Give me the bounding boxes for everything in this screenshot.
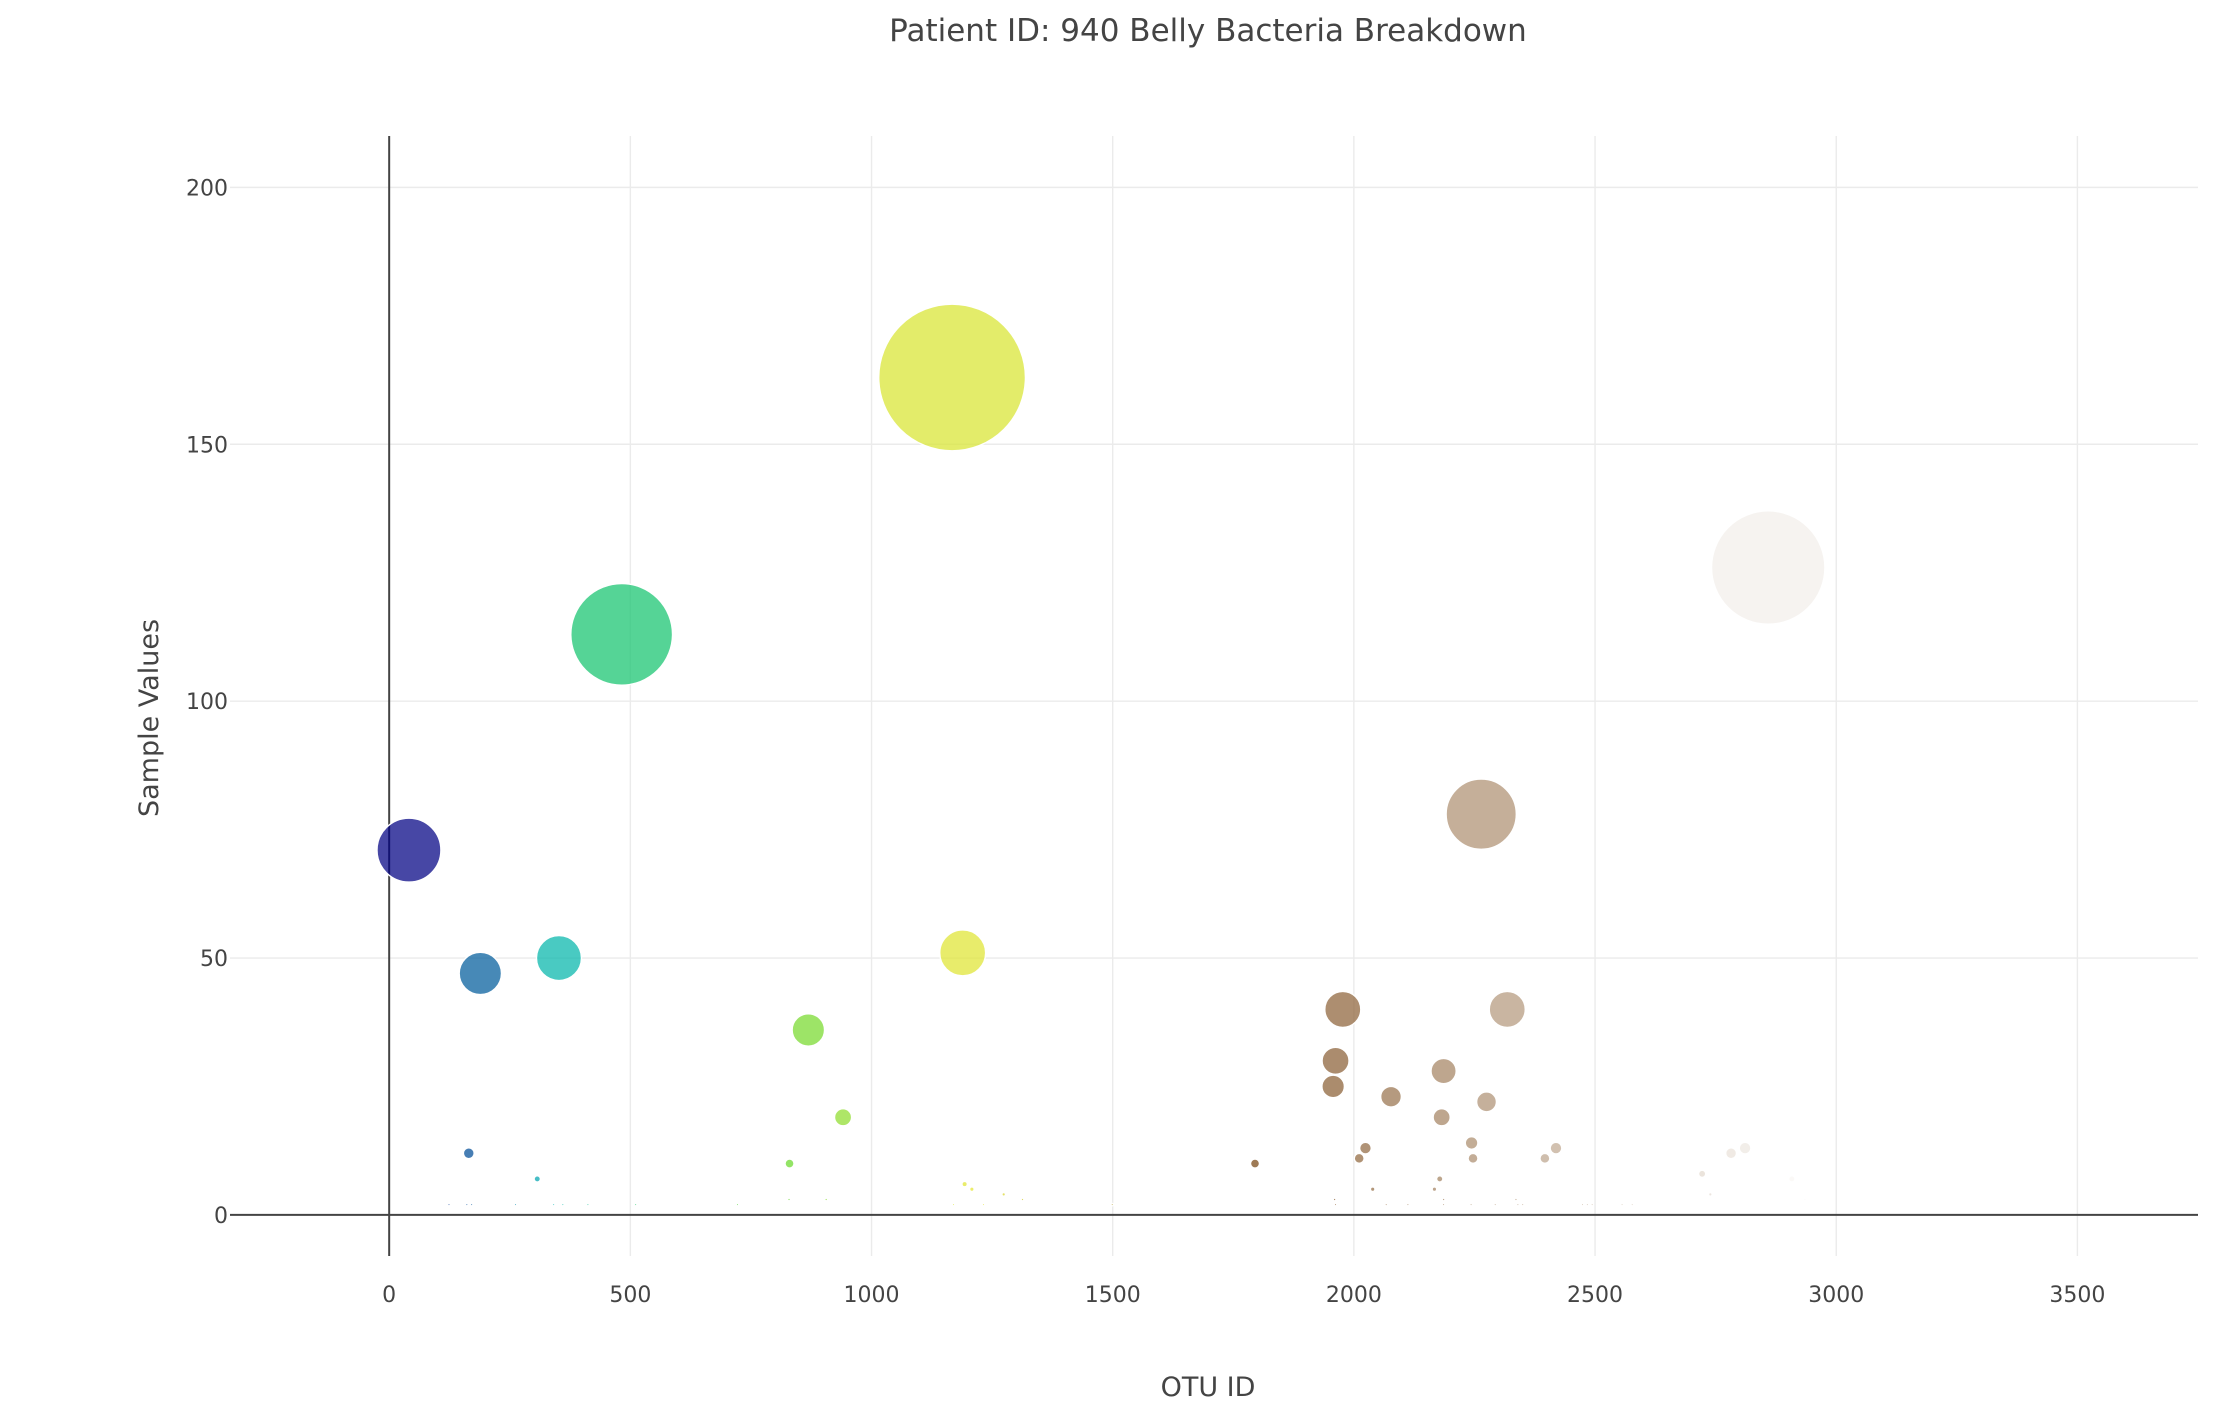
bubble-point[interactable] (376, 817, 442, 883)
zero-lines (230, 136, 2198, 1256)
bubble-point[interactable] (1001, 1191, 1007, 1197)
bubble-point[interactable] (1353, 1152, 1365, 1165)
bubble-point[interactable] (1432, 1108, 1451, 1127)
y-tick-label: 50 (200, 947, 228, 972)
bubble-point[interactable] (1697, 1169, 1707, 1179)
bubble-point[interactable] (1513, 1197, 1519, 1202)
bubble-point[interactable] (961, 1180, 969, 1188)
bubble-point[interactable] (1321, 1074, 1346, 1099)
chart-title: Patient ID: 940 Belly Bacteria Breakdown (889, 13, 1527, 49)
bubble-point[interactable] (735, 1202, 740, 1207)
bubble-point[interactable] (1467, 1152, 1479, 1165)
bubble-point[interactable] (1724, 1147, 1738, 1160)
bubble-point[interactable] (633, 1202, 638, 1207)
bubble-point[interactable] (1520, 1202, 1525, 1207)
bubble-point[interactable] (1475, 1091, 1498, 1113)
bubble-point[interactable] (1590, 1202, 1595, 1207)
y-tick-label: 200 (186, 176, 228, 201)
bubble-point[interactable] (1249, 1158, 1261, 1169)
y-tick-label: 100 (186, 690, 228, 715)
bubble-point[interactable] (1369, 1186, 1376, 1193)
bubble-point[interactable] (951, 1202, 956, 1207)
bubble-point[interactable] (1110, 1202, 1115, 1207)
grid-layer (230, 136, 2198, 1256)
bubble-point[interactable] (1435, 1175, 1444, 1183)
bubble-point[interactable] (1710, 510, 1826, 625)
bubble-point[interactable] (833, 1108, 853, 1127)
bubble-point[interactable] (458, 951, 503, 996)
bubble-point[interactable] (1332, 1197, 1337, 1202)
bubble-point[interactable] (1515, 1202, 1520, 1207)
bubble-point[interactable] (1469, 1202, 1473, 1207)
bubble-point[interactable] (1384, 1202, 1389, 1207)
bubble-point[interactable] (1585, 1202, 1590, 1207)
bubble-point[interactable] (551, 1202, 556, 1207)
bubble-point[interactable] (1464, 1135, 1479, 1150)
bubble-point[interactable] (1441, 1202, 1446, 1207)
bubble-point[interactable] (1020, 1197, 1025, 1202)
bubble-point[interactable] (1441, 1197, 1446, 1202)
bubble-point[interactable] (981, 1202, 986, 1207)
bubble-point[interactable] (1324, 990, 1362, 1029)
bubble-point[interactable] (513, 1202, 518, 1207)
bubble-point[interactable] (784, 1158, 795, 1169)
bubble-point[interactable] (1488, 990, 1526, 1029)
bubble-layer (376, 303, 1826, 1207)
bubble-point[interactable] (1430, 1057, 1457, 1085)
bubble-point[interactable] (1333, 1202, 1338, 1207)
bubble-point[interactable] (586, 1202, 590, 1207)
bubble-point[interactable] (968, 1186, 975, 1193)
y-axis-title: Sample Values (134, 619, 165, 817)
x-tick-label: 1500 (1085, 1283, 1141, 1308)
bubble-point[interactable] (1802, 1197, 1807, 1202)
bubble-point[interactable] (1620, 1202, 1624, 1207)
bubble-point[interactable] (1321, 1046, 1350, 1075)
x-tick-label: 3500 (2049, 1283, 2105, 1308)
bubble-point[interactable] (1406, 1202, 1410, 1207)
x-tick-label: 500 (609, 1283, 651, 1308)
x-axis-title: OTU ID (1161, 1372, 1256, 1403)
x-tick-label: 3000 (1808, 1283, 1864, 1308)
bubble-point[interactable] (1738, 1141, 1752, 1155)
y-tick-label: 0 (214, 1204, 228, 1229)
bubble-point[interactable] (447, 1202, 451, 1207)
bubble-point[interactable] (1379, 1085, 1403, 1108)
tick-labels: 0 500 1000 1500 2000 2500 3000 3500 0 50 100 150 200 (186, 176, 2105, 1308)
bubble-point[interactable] (469, 1202, 474, 1207)
y-tick-label: 150 (186, 433, 228, 458)
bubble-point[interactable] (1630, 1202, 1635, 1207)
bubble-point[interactable] (786, 1197, 792, 1202)
bubble-point[interactable] (1539, 1152, 1551, 1165)
bubble-point[interactable] (1358, 1141, 1373, 1155)
bubble-point[interactable] (791, 1013, 826, 1047)
bubble-point[interactable] (533, 1175, 542, 1183)
x-tick-label: 1000 (844, 1283, 900, 1308)
bubble-point[interactable] (1445, 778, 1518, 850)
x-tick-label: 2000 (1326, 1283, 1382, 1308)
x-tick-label: 0 (382, 1283, 396, 1308)
x-tick-label: 2500 (1567, 1283, 1623, 1308)
bubble-point[interactable] (1493, 1202, 1498, 1207)
bubble-point[interactable] (878, 303, 1027, 452)
bubble-point[interactable] (1549, 1141, 1563, 1155)
bubble-point[interactable] (1580, 1202, 1585, 1207)
bubble-point[interactable] (464, 1202, 469, 1207)
bubble-point[interactable] (939, 929, 987, 977)
bubble-point[interactable] (1813, 1158, 1825, 1169)
bubble-point[interactable] (535, 934, 583, 982)
bubble-point[interactable] (824, 1197, 829, 1202)
bubble-point[interactable] (560, 1202, 565, 1207)
bubble-point[interactable] (1788, 1175, 1796, 1183)
bubble-point[interactable] (1707, 1191, 1713, 1197)
bubble-point[interactable] (1431, 1186, 1438, 1193)
bubble-point[interactable] (570, 582, 674, 686)
bubble-point[interactable] (462, 1147, 475, 1160)
